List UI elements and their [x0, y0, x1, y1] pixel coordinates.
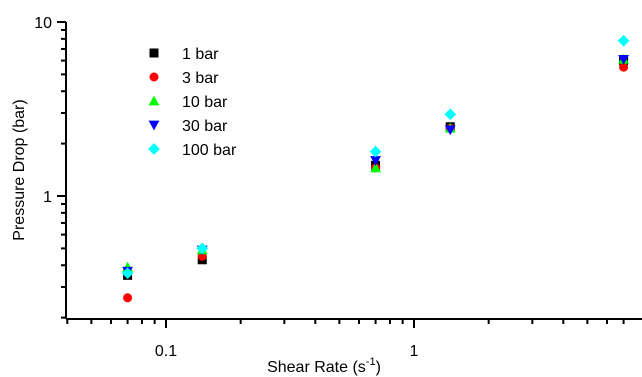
legend: 1 bar 3 bar 10 bar 30 bar 100 bar	[148, 46, 237, 159]
data-point	[618, 55, 629, 65]
x-tick-label: 1	[410, 343, 419, 360]
legend-marker	[148, 143, 160, 155]
legend-label: 1 bar	[182, 46, 219, 63]
y-axis-tick-labels: 1 10	[34, 15, 52, 206]
y-tick-label: 10	[34, 15, 52, 32]
x-axis-title: Shear Rate (s-1)	[267, 356, 381, 376]
data-point	[370, 162, 381, 173]
legend-marker	[149, 72, 159, 82]
legend-label: 10 bar	[182, 94, 228, 111]
legend-label: 3 bar	[182, 70, 219, 87]
data-point	[370, 156, 381, 166]
y-axis-title: Pressure Drop (bar)	[11, 99, 28, 240]
legend-marker	[148, 120, 160, 131]
legend-label: 30 bar	[182, 118, 228, 135]
legend-marker	[149, 48, 159, 58]
x-axis-tick-labels: 0.1 1	[155, 343, 419, 360]
data-point	[444, 125, 456, 136]
y-axis-ticks	[57, 21, 66, 319]
legend-label: 100 bar	[182, 142, 237, 159]
legend-marker	[148, 95, 160, 106]
plot-frame	[65, 22, 642, 320]
x-axis-ticks	[66, 319, 625, 328]
y-tick-label: 1	[43, 189, 52, 206]
data-point	[123, 293, 133, 303]
data-point	[619, 62, 629, 72]
data-point	[121, 267, 134, 280]
data-point	[444, 108, 457, 121]
data-points	[121, 34, 630, 303]
data-point	[617, 34, 630, 47]
data-point	[369, 145, 382, 158]
data-point	[196, 242, 209, 255]
x-tick-label: 0.1	[155, 343, 177, 360]
